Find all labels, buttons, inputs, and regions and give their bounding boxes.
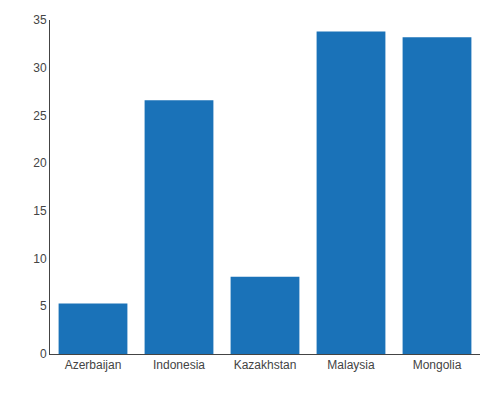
svg-text:20: 20 [33, 156, 47, 170]
svg-text:5: 5 [40, 299, 47, 313]
svg-text:Azerbaijan: Azerbaijan [65, 358, 122, 372]
svg-text:Mongolia: Mongolia [413, 358, 462, 372]
svg-text:10: 10 [33, 252, 47, 266]
svg-text:Malaysia: Malaysia [327, 358, 375, 372]
svg-text:30: 30 [33, 61, 47, 75]
svg-text:Kazakhstan: Kazakhstan [234, 358, 297, 372]
svg-text:35: 35 [33, 13, 47, 27]
svg-text:15: 15 [33, 204, 47, 218]
svg-text:Indonesia: Indonesia [153, 358, 205, 372]
svg-text:25: 25 [33, 109, 47, 123]
svg-text:0: 0 [40, 347, 47, 361]
